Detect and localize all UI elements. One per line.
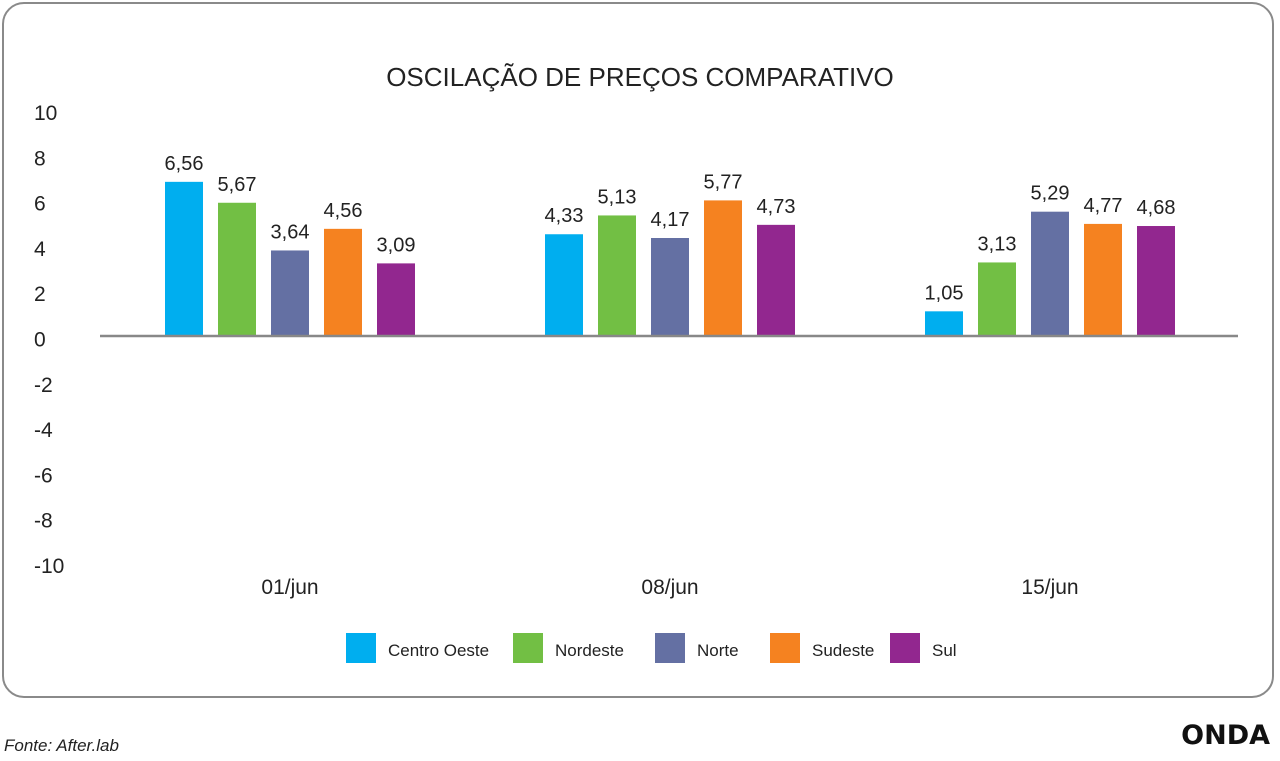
bar-norte <box>1031 211 1069 336</box>
legend-swatch <box>346 633 376 663</box>
legend-swatch <box>513 633 543 663</box>
data-label: 4,73 <box>757 196 796 218</box>
x-tick-label: 15/jun <box>1021 576 1078 599</box>
bar-sul <box>1137 226 1175 336</box>
legend-label: Sul <box>932 641 957 660</box>
data-label: 4,68 <box>1137 197 1176 219</box>
legend-swatch <box>890 633 920 663</box>
chart-title: OSCILAÇÃO DE PREÇOS COMPARATIVO <box>386 62 894 92</box>
bar-centro-oeste <box>165 181 203 336</box>
y-tick-label: 6 <box>34 193 46 216</box>
bar-sul <box>377 263 415 336</box>
x-tick-label: 08/jun <box>641 576 698 599</box>
data-label: 4,56 <box>324 200 363 222</box>
bar-sudeste <box>704 200 742 336</box>
y-tick-label: -10 <box>34 555 64 578</box>
legend-label: Centro Oeste <box>388 641 489 660</box>
bar-sudeste <box>1084 223 1122 336</box>
legend-label: Norte <box>697 641 739 660</box>
onda-logo: ONDA <box>1181 720 1270 751</box>
y-tick-label: -6 <box>34 464 53 487</box>
data-label: 1,05 <box>925 282 964 304</box>
data-label: 3,64 <box>271 221 310 243</box>
bar-centro-oeste <box>925 311 963 336</box>
bar-nordeste <box>978 262 1016 336</box>
data-label: 5,67 <box>218 174 257 196</box>
data-label: 4,17 <box>651 209 690 231</box>
data-label: 6,56 <box>165 153 204 175</box>
x-tick-label: 01/jun <box>261 576 318 599</box>
bar-nordeste <box>218 202 256 336</box>
bar-sul <box>757 224 795 336</box>
legend-label: Nordeste <box>555 641 624 660</box>
bar-nordeste <box>598 215 636 336</box>
legend-swatch <box>655 633 685 663</box>
chart-card <box>2 2 1274 698</box>
y-tick-label: 2 <box>34 283 46 306</box>
bar-norte <box>651 238 689 336</box>
data-label: 5,13 <box>598 186 637 208</box>
y-tick-label: -2 <box>34 374 53 397</box>
source-note: Fonte: After.lab <box>4 736 119 755</box>
bar-norte <box>271 250 309 336</box>
y-tick-label: 0 <box>34 329 46 352</box>
y-tick-label: 4 <box>34 238 46 261</box>
legend-swatch <box>770 633 800 663</box>
data-label: 4,33 <box>545 205 584 227</box>
bar-sudeste <box>324 228 362 336</box>
data-label: 5,29 <box>1031 183 1070 205</box>
y-tick-label: -4 <box>34 419 53 442</box>
y-tick-label: -8 <box>34 510 53 533</box>
bar-centro-oeste <box>545 234 583 336</box>
y-tick-label: 8 <box>34 147 46 170</box>
data-label: 4,77 <box>1084 195 1123 217</box>
data-label: 5,77 <box>704 171 743 193</box>
y-tick-label: 10 <box>34 102 57 125</box>
data-label: 3,13 <box>978 233 1017 255</box>
legend-label: Sudeste <box>812 641 874 660</box>
data-label: 3,09 <box>377 234 416 256</box>
